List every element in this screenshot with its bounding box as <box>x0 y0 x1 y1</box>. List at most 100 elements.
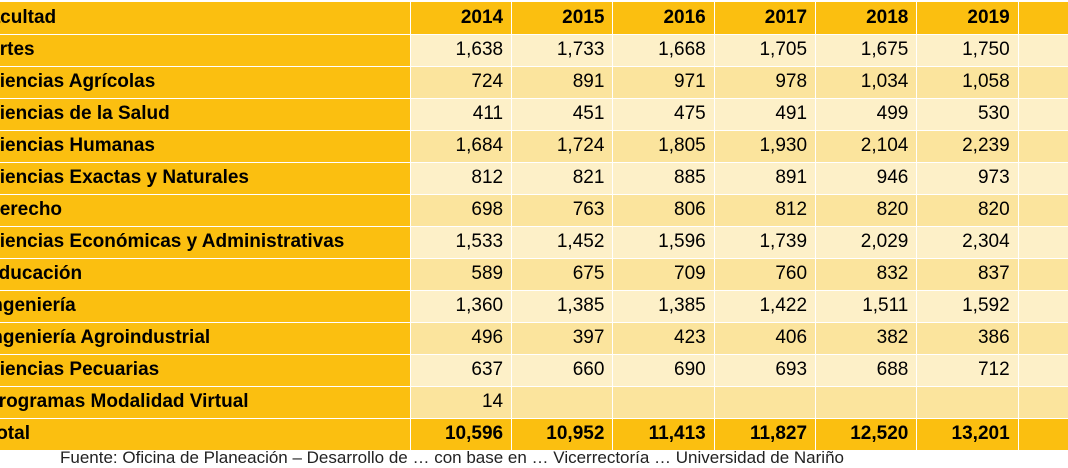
year-column-header: 2018 <box>815 2 918 35</box>
table-header-row: Facultad 2014 2015 2016 2017 2018 2019 2… <box>0 2 1068 35</box>
value-cell: 2,5 <box>1018 226 1068 259</box>
value-cell: 891 <box>714 162 817 195</box>
value-cell: 8 <box>1018 194 1068 227</box>
value-cell: 7 <box>1018 354 1068 387</box>
table-row: Ciencias de la Salud4114514754914995305 <box>0 98 1068 131</box>
faculty-name-cell: Total <box>0 418 411 451</box>
value-cell: 946 <box>815 162 918 195</box>
year-column-header: 2015 <box>511 2 614 35</box>
faculty-name-cell: Ciencias Pecuarias <box>0 354 411 387</box>
total-row: Total10,59610,95211,41311,82712,52013,20… <box>0 418 1068 451</box>
value-cell <box>714 386 817 419</box>
value-cell: 1,705 <box>714 34 817 67</box>
value-cell: 891 <box>511 66 614 99</box>
faculty-column-header: Facultad <box>0 2 411 35</box>
year-column-header: 2016 <box>612 2 715 35</box>
value-cell: 10,596 <box>410 418 513 451</box>
value-cell: 1,750 <box>916 34 1019 67</box>
value-cell: 1,592 <box>916 290 1019 323</box>
value-cell: 11,413 <box>612 418 715 451</box>
value-cell: 1,7 <box>1018 34 1068 67</box>
value-cell: 382 <box>815 322 918 355</box>
year-column-header: 2019 <box>916 2 1019 35</box>
value-cell: 978 <box>714 66 817 99</box>
value-cell: 397 <box>511 322 614 355</box>
table-row: Ciencias Agrícolas 724 891 971 978 1,034 1,058… <box>0 66 1068 99</box>
value-cell: 1,733 <box>511 34 614 67</box>
value-cell <box>815 386 918 419</box>
value-cell: 406 <box>714 322 817 355</box>
year-column-header: 2020 <box>1018 2 1068 35</box>
faculty-name-cell: Artes <box>0 34 411 67</box>
value-cell: 11,827 <box>714 418 817 451</box>
value-cell: 1,422 <box>714 290 817 323</box>
value-cell: 837 <box>916 258 1019 291</box>
year-column-header: 2017 <box>714 2 817 35</box>
value-cell: 2,104 <box>815 130 918 163</box>
value-cell: 1,058 <box>916 66 1019 99</box>
value-cell: 1,668 <box>612 34 715 67</box>
table-row: Derecho6987638068128208208 <box>0 194 1068 227</box>
value-cell: 589 <box>410 258 513 291</box>
value-cell: 712 <box>916 354 1019 387</box>
value-cell: 763 <box>511 194 614 227</box>
value-cell: 675 <box>511 258 614 291</box>
faculty-name-cell: Ciencias Agrícolas <box>0 66 411 99</box>
table-row: Ciencias Humanas 1,684 1,724 1,805 1,930 2,10… <box>0 130 1068 163</box>
value-cell: 885 <box>612 162 715 195</box>
value-cell: 496 <box>410 322 513 355</box>
value-cell <box>1018 386 1068 419</box>
table-row: Ciencias Exactas y Naturales 812 821 885 891… <box>0 162 1068 195</box>
value-cell: 1,739 <box>714 226 817 259</box>
value-cell: 693 <box>714 354 817 387</box>
value-cell: 1,0 <box>1018 162 1068 195</box>
value-cell: 3 <box>1018 322 1068 355</box>
enrollment-table-container: Facultad 2014 2015 2016 2017 2018 2019 2… <box>0 2 1068 451</box>
value-cell: 2,304 <box>916 226 1019 259</box>
value-cell: 1,805 <box>612 130 715 163</box>
value-cell <box>511 386 614 419</box>
year-column-header: 2014 <box>410 2 513 35</box>
value-cell: 14 <box>410 386 513 419</box>
value-cell: 637 <box>410 354 513 387</box>
value-cell: 5 <box>1018 98 1068 131</box>
value-cell: 1,724 <box>511 130 614 163</box>
value-cell: 1,930 <box>714 130 817 163</box>
value-cell: 423 <box>612 322 715 355</box>
value-cell: 812 <box>714 194 817 227</box>
value-cell: 688 <box>815 354 918 387</box>
value-cell: 724 <box>410 66 513 99</box>
faculty-name-cell: Ciencias de la Salud <box>0 98 411 131</box>
value-cell: 451 <box>511 98 614 131</box>
table-row: Programas Modalidad Virtual 14 <box>0 386 1068 419</box>
value-cell: 1,385 <box>511 290 614 323</box>
value-cell: 971 <box>612 66 715 99</box>
enrollment-table: Facultad 2014 2015 2016 2017 2018 2019 2… <box>0 2 1068 451</box>
table-row: Ciencias Pecuarias6376606906936887127 <box>0 354 1068 387</box>
value-cell: 821 <box>511 162 614 195</box>
value-cell: 1,684 <box>410 130 513 163</box>
faculty-name-cell: Ingeniería Agroindustrial <box>0 322 411 355</box>
faculty-name-cell: Ingeniería <box>0 290 411 323</box>
faculty-name-cell: Ciencias Exactas y Naturales <box>0 162 411 195</box>
value-cell: 1,034 <box>815 66 918 99</box>
value-cell: 1,596 <box>612 226 715 259</box>
value-cell <box>916 386 1019 419</box>
value-cell: 1,385 <box>612 290 715 323</box>
value-cell: 1,638 <box>410 34 513 67</box>
value-cell: 1,7 <box>1018 290 1068 323</box>
value-cell: 2,2 <box>1018 130 1068 163</box>
value-cell <box>612 386 715 419</box>
value-cell: 1,533 <box>410 226 513 259</box>
value-cell: 820 <box>815 194 918 227</box>
value-cell: 411 <box>410 98 513 131</box>
faculty-name-cell: Ciencias Económicas y Administrativas <box>0 226 411 259</box>
value-cell: 12,520 <box>815 418 918 451</box>
value-cell: 820 <box>916 194 1019 227</box>
value-cell: 9 <box>1018 258 1068 291</box>
faculty-name-cell: Educación <box>0 258 411 291</box>
value-cell: 13,201 <box>916 418 1019 451</box>
value-cell: 2,239 <box>916 130 1019 163</box>
faculty-name-cell: Programas Modalidad Virtual <box>0 386 411 419</box>
